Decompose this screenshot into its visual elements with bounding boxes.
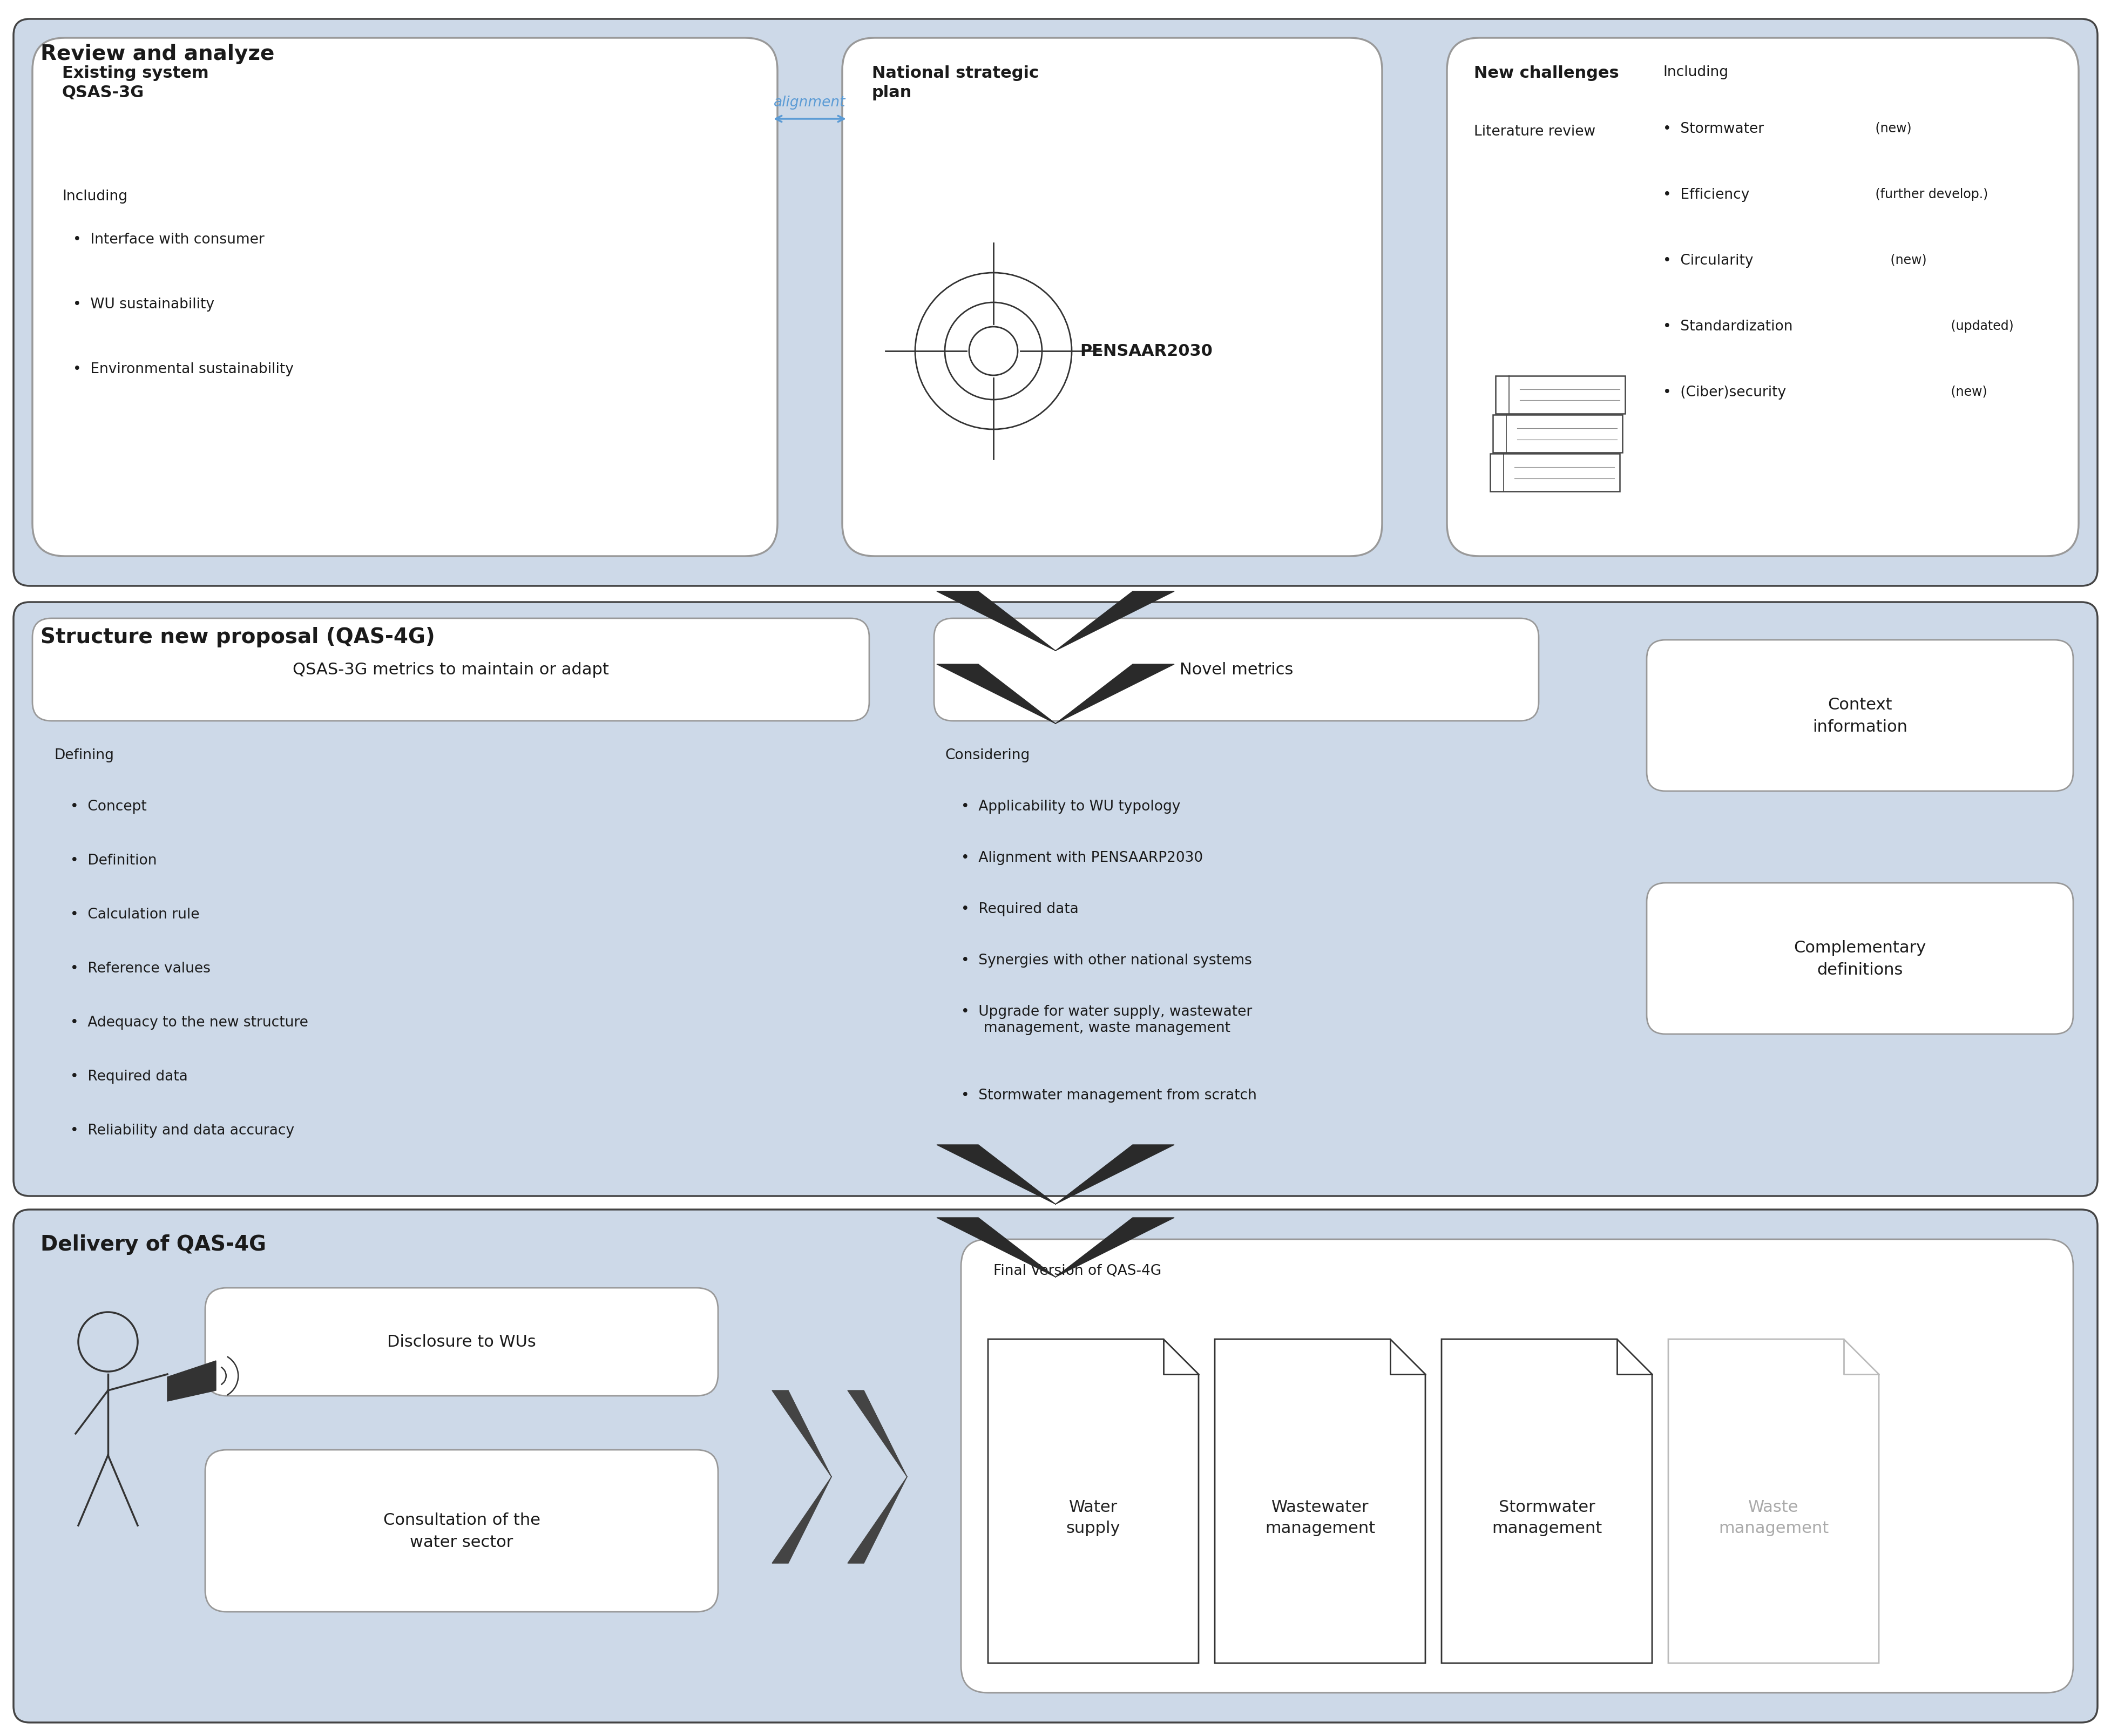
Text: Water
supply: Water supply [1066,1500,1121,1536]
Text: •  Applicability to WU typology: • Applicability to WU typology [961,800,1180,814]
Text: Disclosure to WUs: Disclosure to WUs [386,1335,536,1351]
FancyBboxPatch shape [13,1210,2098,1722]
Polygon shape [1492,415,1623,453]
Polygon shape [167,1361,215,1401]
Text: Including: Including [1663,66,1729,80]
Text: Including: Including [61,189,127,203]
Text: Consultation of the
water sector: Consultation of the water sector [382,1512,540,1550]
Text: •  Calculation rule: • Calculation rule [70,908,201,922]
Text: •  Interface with consumer: • Interface with consumer [74,233,264,247]
FancyBboxPatch shape [205,1450,718,1611]
Text: •  Stormwater management from scratch: • Stormwater management from scratch [961,1088,1256,1102]
FancyBboxPatch shape [1647,884,2073,1035]
Text: Literature review: Literature review [1473,125,1596,139]
FancyBboxPatch shape [13,19,2098,587]
Text: •  Upgrade for water supply, wastewater
     management, waste management: • Upgrade for water supply, wastewater m… [961,1005,1252,1035]
Text: •  Adequacy to the new structure: • Adequacy to the new structure [70,1016,308,1029]
Polygon shape [1495,377,1625,413]
FancyBboxPatch shape [205,1288,718,1396]
Text: National strategic
plan: National strategic plan [872,66,1039,101]
Text: Structure new proposal (QAS-4G): Structure new proposal (QAS-4G) [40,627,435,648]
Text: Defining: Defining [55,748,114,762]
FancyBboxPatch shape [1647,641,2073,792]
Polygon shape [937,592,1174,651]
Text: •  Environmental sustainability: • Environmental sustainability [74,363,293,377]
Polygon shape [1214,1338,1425,1663]
Polygon shape [937,1146,1174,1205]
Text: •  Circularity: • Circularity [1663,253,1754,267]
Polygon shape [1442,1338,1653,1663]
Polygon shape [1668,1338,1879,1663]
Text: Existing system
QSAS-3G: Existing system QSAS-3G [61,66,209,101]
Text: •  Standardization: • Standardization [1663,319,1792,333]
Text: Wastewater
management: Wastewater management [1264,1500,1374,1536]
Polygon shape [988,1338,1199,1663]
Text: (new): (new) [1887,253,1927,267]
Text: •  WU sustainability: • WU sustainability [74,297,215,311]
Text: •  Reliability and data accuracy: • Reliability and data accuracy [70,1123,293,1137]
Text: Final Version of QAS-4G: Final Version of QAS-4G [994,1264,1161,1278]
Text: alignment: alignment [775,95,847,109]
Polygon shape [849,1391,908,1562]
Text: New challenges: New challenges [1473,66,1619,82]
Text: Review and analyze: Review and analyze [40,43,274,64]
Text: •  Alignment with PENSAARP2030: • Alignment with PENSAARP2030 [961,851,1203,865]
FancyBboxPatch shape [842,38,1383,557]
Text: Complementary
definitions: Complementary definitions [1794,939,1925,977]
FancyBboxPatch shape [961,1240,2073,1693]
Text: •  Efficiency: • Efficiency [1663,187,1750,201]
Text: •  (Ciber)security: • (Ciber)security [1663,385,1786,399]
Polygon shape [1490,455,1619,491]
FancyBboxPatch shape [32,618,870,720]
Text: •  Definition: • Definition [70,854,156,868]
Text: •  Required data: • Required data [961,903,1079,917]
FancyBboxPatch shape [933,618,1539,720]
Text: •  Reference values: • Reference values [70,962,211,976]
Text: Stormwater
management: Stormwater management [1492,1500,1602,1536]
Text: •  Synergies with other national systems: • Synergies with other national systems [961,953,1252,967]
Text: •  Concept: • Concept [70,800,148,814]
FancyBboxPatch shape [13,602,2098,1196]
Text: (further develop.): (further develop.) [1870,187,1989,201]
Text: (updated): (updated) [1946,319,2014,333]
Polygon shape [937,1217,1174,1278]
Text: Context
information: Context information [1813,698,1908,734]
Text: (new): (new) [1946,385,1986,398]
Polygon shape [773,1391,832,1562]
Text: PENSAAR2030: PENSAAR2030 [1081,344,1212,359]
FancyBboxPatch shape [32,38,777,557]
Text: Waste
management: Waste management [1718,1500,1828,1536]
Text: •  Required data: • Required data [70,1069,188,1083]
Text: Novel metrics: Novel metrics [1180,661,1294,677]
Polygon shape [937,665,1174,724]
Text: Considering: Considering [946,748,1030,762]
Text: QSAS-3G metrics to maintain or adapt: QSAS-3G metrics to maintain or adapt [293,661,608,677]
Text: Delivery of QAS-4G: Delivery of QAS-4G [40,1234,266,1255]
FancyBboxPatch shape [1446,38,2079,557]
Text: •  Stormwater: • Stormwater [1663,122,1765,135]
Text: (new): (new) [1870,122,1913,135]
